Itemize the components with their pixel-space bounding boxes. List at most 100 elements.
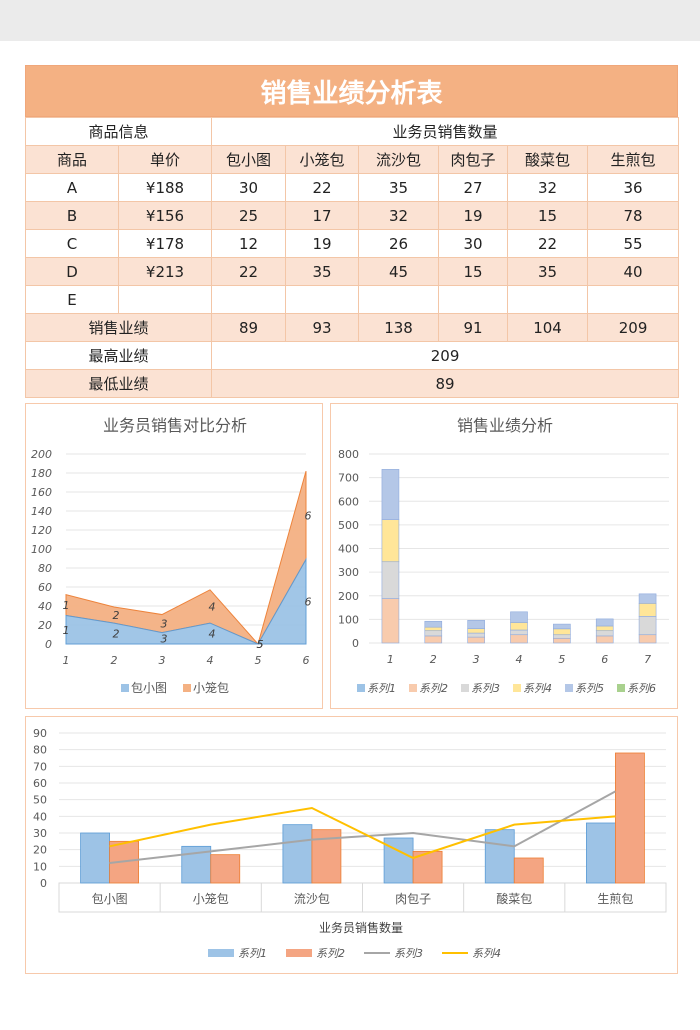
header-row-1: 商品信息 业务员销售数量 — [24, 117, 680, 146]
area-chart-panel: 业务员销售对比分析 0 20 40 60 80 100 120 140 160 180 200 1 2 3 4… — [25, 403, 323, 709]
legend-swatch — [121, 684, 129, 692]
bar-segment-系列2 — [638, 634, 657, 644]
data-label: 2 — [113, 628, 120, 641]
legend-label: 系列1 — [238, 947, 267, 960]
table-row: D ¥213 22 35 45 15 35 40 — [25, 257, 680, 286]
legend-label: 系列5 — [575, 682, 604, 695]
value-cell — [358, 285, 440, 314]
x-tick-label: 3 — [473, 653, 480, 666]
bar-系列2 — [412, 850, 443, 884]
y-tick-label: 100 — [338, 613, 359, 626]
totals-row: 销售业绩 89 93 138 91 104 209 — [24, 313, 680, 342]
bar-segment-系列3 — [381, 561, 400, 599]
value-cell: 22 — [211, 257, 287, 286]
min-row: 最低业绩 89 — [24, 369, 680, 398]
product-cell: C — [25, 229, 119, 258]
x-tick-label: 肉包子 — [395, 892, 431, 906]
sales-table: 商品信息 业务员销售数量 商品 单价 包小图 小笼包 流沙包 肉包子 酸菜包 生… — [24, 117, 680, 398]
value-cell: 55 — [587, 229, 680, 258]
col-salesperson: 肉包子 — [438, 145, 509, 174]
bar-segment-系列2 — [424, 635, 443, 644]
max-value: 209 — [211, 341, 680, 370]
y-tick-label: 0 — [40, 877, 47, 890]
product-info-header: 商品信息 — [24, 117, 213, 146]
value-cell — [438, 285, 509, 314]
y-tick-label: 160 — [31, 486, 52, 499]
y-tick-label: 500 — [338, 519, 359, 532]
bar-segment-系列2 — [381, 598, 400, 644]
value-cell: 35 — [507, 257, 589, 286]
data-label: 6 — [305, 596, 312, 609]
legend-swatch — [513, 684, 521, 692]
product-cell: B — [25, 201, 119, 230]
value-cell: 12 — [211, 229, 287, 258]
data-label: 4 — [209, 600, 216, 613]
price-cell: ¥178 — [117, 229, 213, 258]
bar-segment-系列3 — [638, 616, 657, 636]
header-row-2: 商品 单价 包小图 小笼包 流沙包 肉包子 酸菜包 生煎包 — [25, 145, 680, 174]
bar-segment-系列2 — [467, 636, 485, 644]
bar-segment-系列5 — [553, 623, 571, 630]
legend-label: 系列6 — [627, 682, 656, 695]
y-tick-label: 60 — [38, 581, 52, 594]
price-cell: ¥156 — [117, 201, 213, 230]
y-tick-label: 180 — [31, 467, 52, 480]
bar-segment-系列4 — [467, 628, 485, 634]
x-tick-label: 1 — [387, 653, 394, 666]
value-cell: 45 — [358, 257, 440, 286]
data-label: 4 — [209, 628, 216, 641]
value-cell — [587, 285, 680, 314]
x-tick-label: 4 — [207, 654, 214, 667]
bar-系列1 — [282, 824, 313, 884]
legend-label: 系列1 — [367, 682, 396, 695]
y-tick-label: 70 — [33, 760, 47, 773]
value-cell: 32 — [507, 173, 589, 202]
bar-segment-系列5 — [595, 618, 614, 627]
stacked-bar-chart-panel: 销售业绩分析 0 100 200 300 400 500 600 700 800 1 2 3 4 5 6 7 系列… — [330, 403, 678, 709]
y-tick-label: 50 — [33, 794, 47, 807]
legend-label: 系列2 — [316, 947, 345, 960]
legend-swatch — [409, 684, 417, 692]
bar-segment-系列3 — [424, 630, 443, 637]
bar-segment-系列4 — [424, 626, 443, 632]
x-tick-label: 5 — [255, 654, 262, 667]
sales-sheet: 销售业绩分析表 商品信息 业务员销售数量 商品 单价 包小图 小笼包 流沙包 肉… — [24, 65, 680, 398]
value-cell: 15 — [438, 257, 509, 286]
bar-segment-系列3 — [510, 629, 528, 636]
value-cell: 40 — [587, 257, 680, 286]
bar-系列2 — [210, 854, 241, 884]
sheet-title: 销售业绩分析表 — [25, 65, 678, 117]
legend-swatch — [208, 949, 234, 957]
y-tick-label: 100 — [31, 543, 52, 556]
area-series-小笼包 — [65, 470, 307, 646]
x-tick-label: 4 — [516, 653, 523, 666]
bar-segment-系列3 — [595, 630, 614, 637]
legend-swatch — [357, 684, 365, 692]
data-label: 1 — [63, 599, 70, 612]
y-tick-label: 200 — [31, 448, 52, 461]
area-chart: 业务员销售对比分析 0 20 40 60 80 100 120 140 160 180 200 1 2 3 4… — [31, 416, 312, 695]
x-tick-label: 6 — [601, 653, 608, 666]
col-salesperson: 流沙包 — [358, 145, 440, 174]
y-tick-label: 700 — [338, 472, 359, 485]
product-cell: A — [25, 173, 119, 202]
value-cell: 26 — [358, 229, 440, 258]
legend-label: 包小图 — [131, 681, 167, 695]
min-label: 最低业绩 — [24, 369, 213, 398]
value-cell — [285, 285, 360, 314]
y-tick-label: 300 — [338, 566, 359, 579]
x-tick-label: 生煎包 — [597, 891, 633, 906]
bar-系列2 — [513, 857, 544, 884]
y-tick-label: 20 — [33, 844, 47, 857]
y-tick-label: 10 — [33, 860, 47, 873]
total-cell: 89 — [211, 313, 287, 342]
bar-segment-系列5 — [510, 611, 528, 623]
y-tick-label: 80 — [33, 744, 47, 757]
legend-label: 系列4 — [472, 947, 501, 960]
y-tick-label: 800 — [338, 448, 359, 461]
total-cell: 104 — [507, 313, 589, 342]
x-tick-label: 1 — [63, 654, 70, 667]
price-cell: ¥213 — [117, 257, 213, 286]
y-tick-label: 60 — [33, 777, 47, 790]
value-cell: 27 — [438, 173, 509, 202]
